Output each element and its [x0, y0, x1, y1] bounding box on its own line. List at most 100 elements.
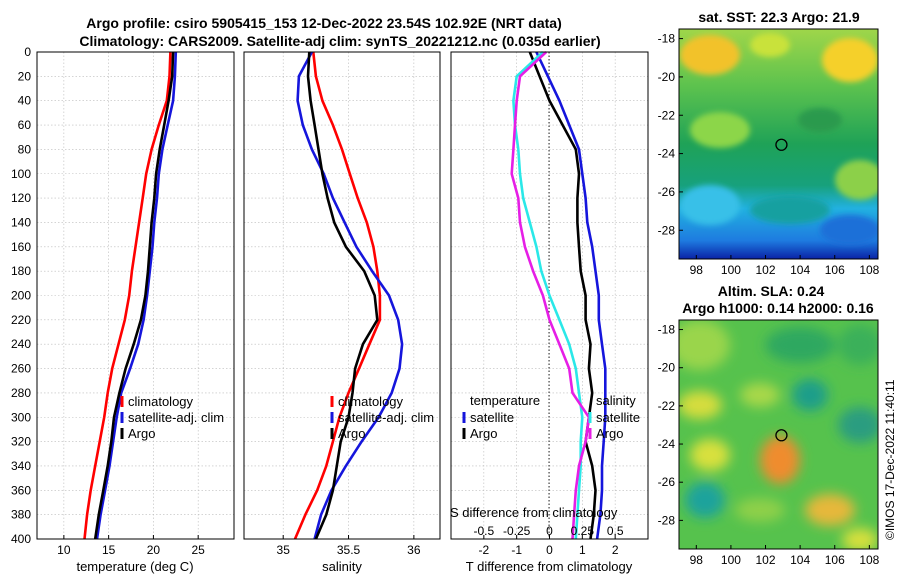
temperature-series: [83, 51, 178, 540]
legend-label-s-argo: Argo: [596, 426, 623, 441]
legend-label-satellite: satellite-adj. clim: [338, 410, 434, 425]
difference-panel: -2 -1 0 1 2 -0.5 -0.25 0 0.25 0.5 S difference f…: [450, 51, 649, 574]
sla-map-panel: Altim. SLA: 0.24 Argo h1000: 0.14 h2000:…: [658, 283, 880, 567]
salinity-panel: 35 35.5 36 salinity climatology satellite-…: [243, 51, 441, 574]
depth-tick-label: 260: [11, 362, 31, 376]
depth-tick-label: 100: [11, 167, 31, 181]
map-x-tick-label: 100: [721, 553, 741, 567]
map-x-tick-label: 106: [825, 263, 845, 277]
figure-title-line1: Argo profile: csiro 5905415_153 12-Dec-2…: [86, 15, 561, 31]
map-x-tick-label: 106: [825, 553, 845, 567]
map-x-tick-label: 104: [790, 553, 810, 567]
x-tick-label: 35: [277, 543, 291, 557]
map-y-tick-label: -28: [658, 513, 676, 527]
depth-tick-label: 240: [11, 337, 31, 351]
legend-label-climatology: climatology: [338, 394, 404, 409]
temperature-xlabel: temperature (deg C): [76, 559, 193, 574]
depth-tick-label: 380: [11, 508, 31, 522]
s-x-tick-label: -0.25: [503, 524, 531, 538]
depth-tick-label: 160: [11, 240, 31, 254]
depth-ticks: 0 20 40 60 80 100 120 140 160 180 200 220 240 260 280 3…: [11, 45, 31, 546]
sst-heatmap: [679, 29, 878, 259]
salinity-legend: climatology satellite-adj. clim Argo: [330, 394, 434, 441]
legend-label-climatology: climatology: [128, 394, 194, 409]
s-x-tick-label: -0.5: [473, 524, 494, 538]
depth-tick-label: 340: [11, 459, 31, 473]
map-y-tick-label: -24: [658, 147, 676, 161]
series-line-t-argo: [528, 51, 597, 540]
map-y-tick-label: -18: [658, 32, 676, 46]
salinity-series: [293, 51, 404, 540]
sla-map-frame: [678, 319, 879, 550]
x-tick-label: 36: [407, 543, 421, 557]
map-y-tick-label: -24: [658, 437, 676, 451]
s-x-tick-label: 0.5: [607, 524, 624, 538]
map-y-tick-label: -26: [658, 185, 676, 199]
x-tick-label: 1: [579, 543, 586, 557]
s-x-tick-label: 0.25: [571, 524, 595, 538]
depth-tick-label: 80: [18, 142, 32, 156]
temperature-grid: [37, 51, 234, 540]
x-tick-label: 10: [57, 543, 71, 557]
series-line-t-satellite: [535, 51, 607, 540]
x-tick-label: -1: [511, 543, 522, 557]
map-y-tick-label: -20: [658, 70, 676, 84]
sst-map-ticks: 98 100 102 104 106 108 -18 -20 -22 -24 -26 -28: [658, 32, 880, 277]
sla-heatmap: [679, 320, 878, 549]
series-line-s-argo: [510, 51, 591, 540]
legend-label-t-satellite: satellite: [470, 410, 514, 425]
x-tick-label: 0: [546, 543, 553, 557]
x-tick-label: 20: [147, 543, 161, 557]
figure-title-line2: Climatology: CARS2009. Satellite-adj cli…: [79, 33, 600, 49]
difference-series: [510, 51, 607, 540]
map-y-tick-label: -20: [658, 361, 676, 375]
map-y-tick-label: -28: [658, 223, 676, 237]
t-difference-xlabel: T difference from climatology: [466, 559, 633, 574]
depth-tick-label: 0: [24, 45, 31, 59]
series-line-satellite-adj-clim: [296, 51, 404, 540]
sst-map-panel: sat. SST: 22.3 Argo: 21.9 98 100 102 104 106…: [658, 9, 880, 277]
salinity-grid: [244, 51, 440, 540]
map-y-tick-label: -18: [658, 323, 676, 337]
depth-tick-label: 200: [11, 289, 31, 303]
series-line-s-satellite: [512, 51, 584, 540]
series-line-argo: [306, 51, 379, 540]
map-x-tick-label: 98: [690, 263, 704, 277]
depth-tick-label: 180: [11, 264, 31, 278]
t-difference-x-ticks: -2 -1 0 1 2: [478, 535, 619, 557]
depth-tick-label: 400: [11, 532, 31, 546]
depth-tick-label: 120: [11, 191, 31, 205]
map-x-tick-label: 104: [790, 263, 810, 277]
sla-map-ticks: 98 100 102 104 106 108 -18 -20 -22 -24 -26 -28: [658, 323, 880, 567]
salinity-axes-frame: [243, 51, 441, 540]
legend-label-s-satellite: satellite: [596, 410, 640, 425]
map-x-tick-label: 108: [859, 263, 879, 277]
sla-map-title-line1: Altim. SLA: 0.24: [718, 283, 825, 299]
sst-map-frame: [678, 28, 879, 260]
salinity-xlabel: salinity: [322, 559, 362, 574]
map-y-tick-label: -22: [658, 108, 676, 122]
legend-label-argo: Argo: [338, 426, 365, 441]
x-tick-label: 15: [102, 543, 116, 557]
x-tick-label: 35.5: [337, 543, 361, 557]
legend-title-temperature: temperature: [470, 393, 540, 408]
difference-legend: temperature satellite Argo salinity sate…: [462, 393, 640, 441]
legend-label-t-argo: Argo: [470, 426, 497, 441]
depth-tick-label: 40: [18, 94, 32, 108]
map-x-tick-label: 102: [756, 263, 776, 277]
s-difference-x-ticks: -0.5 -0.25 0 0.25 0.5: [473, 524, 623, 538]
depth-tick-label: 140: [11, 215, 31, 229]
sla-map-title-line2: Argo h1000: 0.14 h2000: 0.16: [682, 300, 874, 316]
legend-label-satellite: satellite-adj. clim: [128, 410, 224, 425]
x-tick-label: -2: [478, 543, 489, 557]
sst-map-title: sat. SST: 22.3 Argo: 21.9: [698, 9, 860, 25]
temperature-legend: climatology satellite-adj. clim Argo: [120, 394, 224, 441]
temperature-axes-frame: [36, 51, 235, 540]
depth-tick-label: 320: [11, 435, 31, 449]
x-tick-label: 2: [612, 543, 619, 557]
s-x-tick-label: 0: [546, 524, 553, 538]
temperature-panel: 0 20 40 60 80 100 120 140 160 180 200 220 240 260 280 3…: [11, 45, 235, 574]
argo-position-marker: [775, 138, 788, 151]
salinity-x-ticks: 35 35.5 36: [277, 535, 421, 557]
